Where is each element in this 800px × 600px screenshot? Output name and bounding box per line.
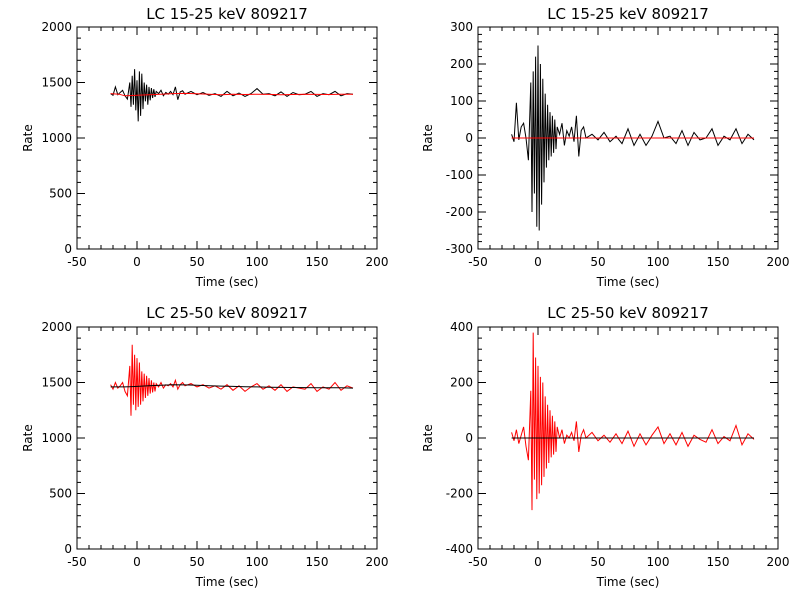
x-tick-label: -50: [67, 555, 87, 569]
series-line-2: [110, 384, 354, 389]
series-line-1: [511, 45, 755, 231]
y-tick-label: 400: [450, 320, 473, 334]
x-tick-label: 100: [246, 255, 269, 269]
series-line-2: [110, 92, 353, 97]
panel-2-series: [511, 45, 755, 231]
y-tick-label: 1500: [41, 76, 72, 90]
y-tick-label: -300: [446, 242, 473, 256]
panel-3-frame: [76, 326, 378, 550]
series-line-1: [110, 344, 354, 416]
x-tick-label: 0: [133, 255, 141, 269]
x-tick-label: 200: [767, 555, 790, 569]
y-tick-label: -400: [446, 542, 473, 556]
x-tick-label: 50: [590, 555, 605, 569]
panel-2-xlabel: Time (sec): [596, 275, 660, 289]
x-tick-label: 100: [647, 255, 670, 269]
y-tick-label: 1000: [41, 431, 72, 445]
x-tick-label: 50: [189, 255, 204, 269]
y-tick-label: 200: [450, 376, 473, 390]
panel-1-xlabel: Time (sec): [195, 275, 259, 289]
x-tick-label: 150: [707, 555, 730, 569]
x-tick-label: -50: [468, 255, 488, 269]
x-tick-label: 150: [306, 255, 329, 269]
panel-2-ticks: -50 0 50 100 150 200 -300 -200 -100 0 100 200 300: [446, 20, 790, 269]
panel-4-ticks: -50 0 50 100 150 200 -400 -200 0 200 400: [446, 320, 790, 569]
panel-3-title: LC 25-50 keV 809217: [146, 304, 308, 322]
y-tick-label: 100: [450, 94, 473, 108]
y-tick-label: 2000: [41, 20, 72, 34]
x-tick-label: 50: [189, 555, 204, 569]
panel-1: LC 15-25 keV 809217 -50 0 50 100 150 20005001…: [21, 5, 388, 289]
panel-4-xlabel: Time (sec): [596, 575, 660, 589]
y-tick-label: -100: [446, 168, 473, 182]
panel-2: LC 15-25 keV 809217 -50 0 50 100 150 200-300-…: [421, 5, 789, 289]
panel-3-series: [110, 344, 354, 416]
x-tick-label: 200: [366, 255, 389, 269]
x-tick-label: 0: [534, 255, 542, 269]
y-tick-label: 2000: [41, 320, 72, 334]
x-tick-label: -50: [67, 255, 87, 269]
y-tick-label: 300: [450, 20, 473, 34]
x-tick-label: 100: [246, 555, 269, 569]
x-tick-label: 200: [767, 255, 790, 269]
panel-4-ylabel: Rate: [421, 424, 435, 452]
x-tick-label: 150: [707, 255, 730, 269]
x-tick-label: 0: [534, 555, 542, 569]
y-tick-label: 500: [49, 487, 72, 501]
x-tick-label: 150: [306, 555, 329, 569]
x-tick-label: 200: [366, 555, 389, 569]
y-tick-label: 500: [49, 187, 72, 201]
y-tick-label: 0: [64, 542, 72, 556]
y-tick-label: -200: [446, 205, 473, 219]
panel-3-xlabel: Time (sec): [195, 575, 259, 589]
y-tick-label: 0: [64, 242, 72, 256]
series-line-1: [511, 332, 755, 511]
panel-4-title: LC 25-50 keV 809217: [547, 304, 709, 322]
x-tick-label: 50: [590, 255, 605, 269]
x-tick-label: 100: [647, 555, 670, 569]
y-tick-label: 1500: [41, 376, 72, 390]
panel-1-series: [110, 69, 354, 122]
panel-2-ylabel: Rate: [421, 124, 435, 152]
panel-3: LC 25-50 keV 809217 -50 0 50 100 150 20005001…: [21, 304, 388, 589]
panel-4-series: [511, 332, 755, 511]
panel-1-title: LC 15-25 keV 809217: [146, 5, 308, 23]
x-tick-label: -50: [468, 555, 488, 569]
y-tick-label: 200: [450, 57, 473, 71]
y-tick-label: 0: [465, 431, 473, 445]
y-tick-label: 1000: [41, 131, 72, 145]
x-tick-label: 0: [133, 555, 141, 569]
y-tick-label: 0: [465, 131, 473, 145]
panel-1-ylabel: Rate: [21, 124, 35, 152]
panel-1-frame: [76, 26, 378, 250]
panel-3-ylabel: Rate: [21, 424, 35, 452]
y-tick-label: -200: [446, 487, 473, 501]
panel-4: LC 25-50 keV 809217 -50 0 50 100 150 200-400-…: [421, 304, 789, 589]
panel-2-title: LC 15-25 keV 809217: [547, 5, 709, 23]
